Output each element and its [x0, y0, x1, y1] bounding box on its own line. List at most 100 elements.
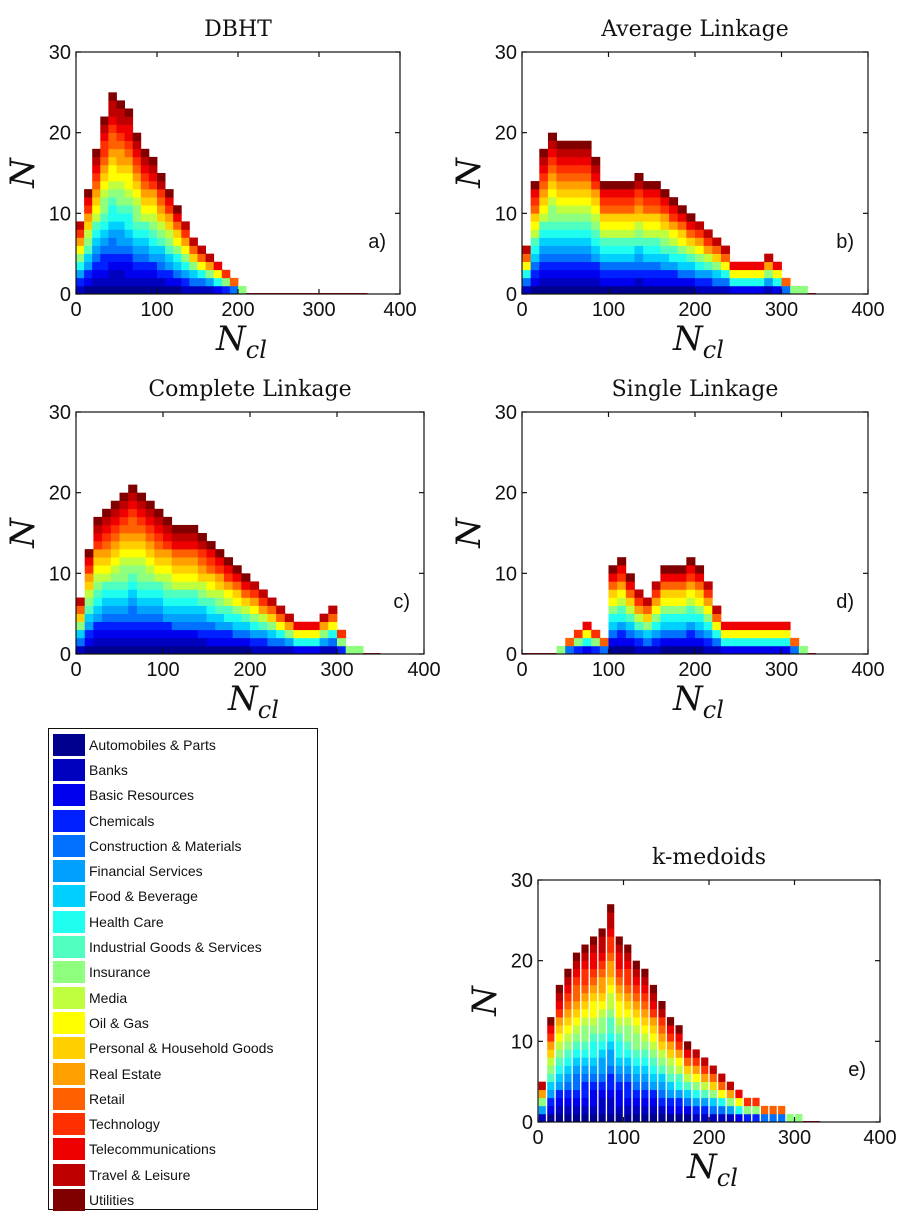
segment	[660, 229, 670, 238]
stack-column-210	[703, 581, 713, 655]
segment	[140, 277, 150, 287]
stack-column-170	[223, 557, 233, 655]
stack-column-10	[84, 549, 94, 655]
segment	[666, 1097, 675, 1107]
segment	[76, 229, 85, 238]
segment	[651, 197, 661, 206]
segment	[539, 269, 549, 279]
segment	[634, 277, 644, 287]
segment	[718, 1097, 726, 1107]
segment	[607, 944, 615, 953]
segment	[328, 613, 338, 623]
segment	[591, 645, 601, 655]
segment	[677, 613, 687, 623]
segment	[632, 1041, 640, 1050]
segment	[165, 229, 174, 238]
segment	[641, 1089, 649, 1099]
segment	[250, 637, 260, 647]
segment	[608, 197, 618, 206]
segment	[582, 261, 592, 271]
segment	[171, 629, 181, 639]
segment	[232, 645, 242, 655]
segment	[547, 1089, 555, 1099]
stack-column-300	[795, 1113, 803, 1123]
segment	[539, 164, 549, 174]
segment	[163, 549, 173, 558]
panel-title: k-medoids	[652, 845, 766, 870]
y-tick-label: 20	[495, 483, 517, 505]
segment	[215, 645, 225, 655]
segment	[100, 285, 109, 295]
segment	[669, 621, 679, 631]
segment	[157, 181, 166, 190]
segment	[555, 1017, 563, 1026]
segment	[738, 269, 748, 279]
segment	[615, 1113, 623, 1123]
segment	[165, 253, 174, 263]
segment	[755, 637, 765, 647]
segment	[643, 261, 653, 271]
stack-column-240	[743, 1097, 752, 1123]
segment	[145, 524, 155, 534]
segment	[692, 1065, 700, 1074]
segment	[669, 645, 679, 655]
segment	[564, 992, 572, 1002]
x-tick-label: 0	[516, 659, 527, 681]
stack-column-160	[215, 549, 225, 655]
segment	[238, 285, 247, 295]
segment	[538, 1113, 546, 1123]
segment	[180, 557, 190, 566]
segment	[108, 205, 117, 214]
segment	[669, 237, 679, 246]
segment	[145, 645, 155, 655]
segment	[591, 181, 601, 190]
legend-swatch	[53, 1087, 85, 1110]
segment	[598, 1057, 606, 1066]
segment	[276, 629, 286, 639]
segment	[276, 637, 286, 647]
legend-label: Technology	[89, 1116, 160, 1133]
segment	[110, 557, 120, 566]
segment	[709, 1113, 717, 1123]
segment	[530, 245, 540, 254]
stack-column-200	[695, 221, 705, 295]
segment	[651, 581, 661, 590]
segment	[589, 1041, 598, 1050]
segment	[116, 124, 125, 133]
segment	[760, 1113, 769, 1123]
segment	[675, 1033, 683, 1042]
segment	[703, 245, 713, 254]
segment	[675, 1097, 683, 1107]
segment	[781, 637, 791, 647]
segment	[154, 508, 164, 518]
stack-column-280	[764, 253, 774, 295]
x-tick-label: 300	[765, 299, 798, 321]
segment	[686, 213, 696, 222]
segment	[555, 1025, 563, 1034]
segment	[625, 197, 635, 206]
segment	[132, 140, 142, 150]
x-tick-label: 300	[778, 1127, 811, 1149]
segment	[573, 181, 583, 190]
stack-column-220	[726, 1081, 734, 1123]
segment	[729, 645, 739, 655]
segment	[581, 1097, 589, 1107]
segment	[556, 269, 566, 279]
segment	[84, 645, 94, 655]
segment	[93, 573, 103, 582]
y-tick-label: 20	[495, 123, 517, 145]
segment	[675, 1025, 683, 1034]
stack-column-290	[786, 1113, 794, 1123]
segment	[92, 261, 101, 271]
segment	[677, 253, 687, 263]
segment	[589, 1017, 598, 1026]
segment	[100, 148, 109, 158]
segment	[651, 261, 661, 271]
segment	[649, 1073, 658, 1082]
segment	[615, 1009, 623, 1018]
legend-swatch	[53, 860, 85, 883]
segment	[555, 1001, 563, 1010]
segment	[165, 237, 174, 246]
y-tick-label: 10	[495, 203, 517, 225]
